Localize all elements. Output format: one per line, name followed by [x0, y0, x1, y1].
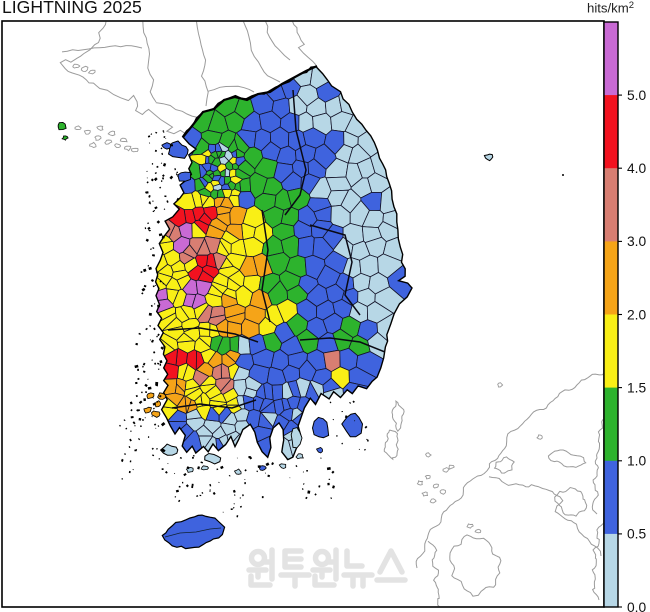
svg-text:hits/km2: hits/km2: [587, 0, 634, 16]
svg-text:0.0: 0.0: [627, 600, 647, 612]
svg-text:3.0: 3.0: [627, 234, 647, 249]
svg-text:1.5: 1.5: [627, 380, 647, 395]
svg-text:5.0: 5.0: [627, 88, 647, 103]
svg-text:1.0: 1.0: [627, 454, 647, 469]
svg-text:4.0: 4.0: [627, 161, 647, 176]
svg-text:LIGHTNING 2025: LIGHTNING 2025: [2, 0, 142, 17]
svg-text:2.0: 2.0: [627, 307, 647, 322]
svg-text:0.5: 0.5: [627, 527, 647, 542]
